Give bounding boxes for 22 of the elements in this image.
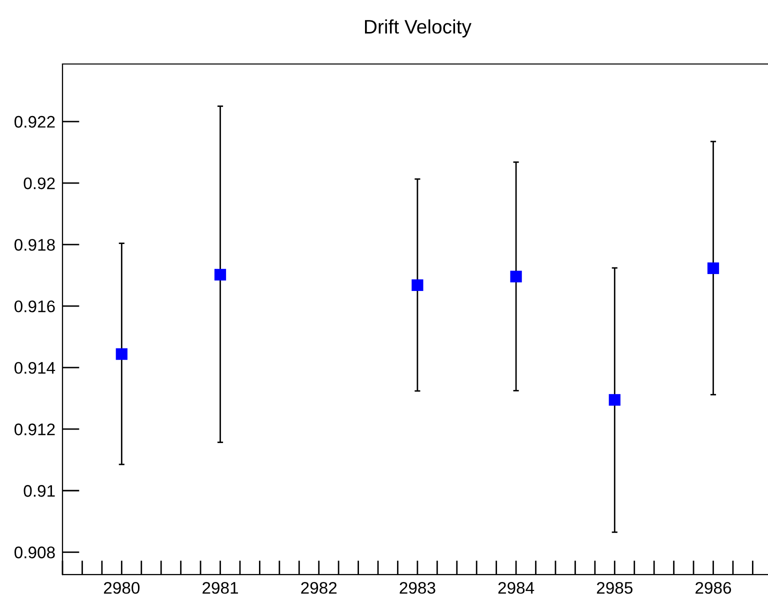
point — [608, 394, 620, 406]
point — [214, 268, 226, 281]
x-tick-label: 2981 — [202, 582, 238, 594]
y-tick-label: 0.916 — [14, 300, 55, 312]
x-tick-label: 2986 — [696, 582, 732, 594]
x-tick-label: 2984 — [498, 582, 534, 594]
y-tick-label: 0.914 — [14, 362, 56, 374]
y-tick-label: 0.918 — [14, 238, 55, 251]
x-tick-label: 2985 — [596, 582, 632, 594]
point — [707, 262, 720, 274]
y-tick-label: 0.92 — [24, 177, 55, 190]
x-tick-label: 2982 — [301, 582, 337, 594]
point — [510, 270, 522, 282]
chart-title: Drift Velocity — [365, 19, 472, 38]
x-tick-label: 2983 — [400, 582, 436, 594]
y-tick-label: 0.91 — [24, 485, 55, 497]
point — [116, 348, 128, 360]
x-tick-label: 2980 — [104, 582, 140, 594]
point — [412, 279, 424, 291]
y-tick-label: 0.912 — [14, 424, 55, 436]
y-tick-label: 0.908 — [14, 546, 55, 558]
y-tick-label: 0.922 — [14, 116, 55, 128]
